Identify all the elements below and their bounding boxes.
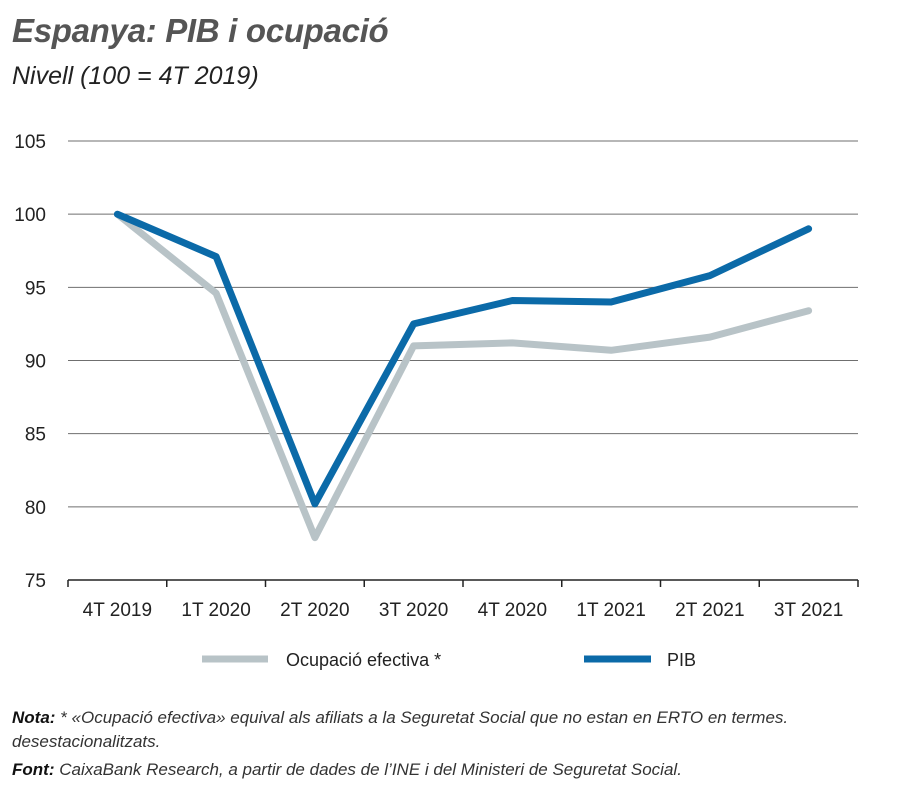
note-text-continued: desestacionalitzats. [12,732,161,751]
x-tick-label: 2T 2021 [675,600,744,621]
note-line-continued: desestacionalitzats. [12,731,160,752]
x-tick-label: 3T 2021 [774,600,843,621]
source-text: CaixaBank Research, a partir de dades de… [54,760,682,779]
note-line: Nota: * «Ocupació efectiva» equival als … [12,707,788,728]
y-tick-label: 85 [25,425,46,446]
source-label: Font: [12,760,55,779]
chart-title: Espanya: PIB i ocupació [12,12,389,49]
x-tick-label: 4T 2019 [83,600,152,621]
y-tick-label: 105 [14,132,46,153]
source-line: Font: CaixaBank Research, a partir de da… [12,759,682,780]
x-tick-label: 1T 2021 [576,600,645,621]
y-tick-label: 100 [14,205,46,226]
line-chart: 75 80 85 90 95 100 105 4T 2019 1T 2020 2T 2020 3T … [14,132,859,670]
legend-label: Ocupació efectiva * [286,650,441,670]
x-tick-label: 2T 2020 [280,600,349,621]
y-tick-label: 75 [25,571,46,592]
series-line-pib [113,210,813,508]
series-line-ocupacio [113,210,813,542]
note-text: * «Ocupació efectiva» equival als afilia… [55,708,789,727]
y-tick-label: 95 [25,278,46,299]
y-tick-label: 90 [25,352,46,373]
x-tick-label: 4T 2020 [478,600,547,621]
note-label: Nota: [12,708,56,727]
x-tick-label: 3T 2020 [379,600,448,621]
legend-label: PIB [667,650,696,670]
chart-subtitle: Nivell (100 = 4T 2019) [12,62,259,90]
y-tick-label: 80 [25,498,46,519]
x-tick-label: 1T 2020 [181,600,250,621]
